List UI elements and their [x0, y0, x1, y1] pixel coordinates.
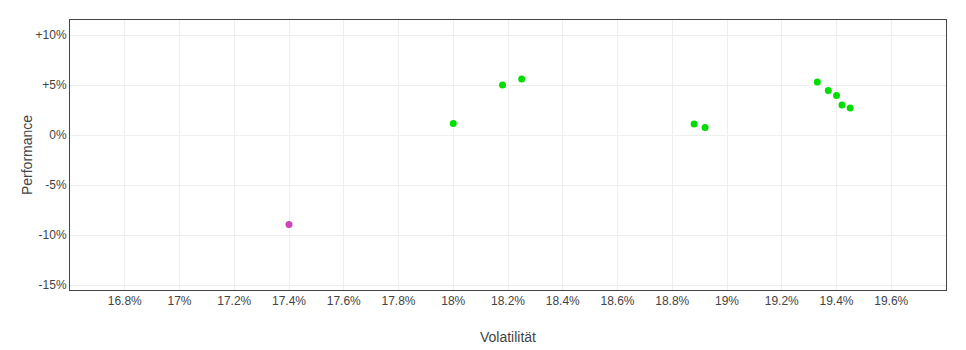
svg-text:18.6%: 18.6%	[600, 294, 634, 308]
svg-text:17.8%: 17.8%	[381, 294, 415, 308]
svg-text:18.8%: 18.8%	[655, 294, 689, 308]
svg-text:18%: 18%	[441, 294, 465, 308]
svg-text:Volatilität: Volatilität	[480, 329, 536, 345]
svg-text:19.4%: 19.4%	[819, 294, 853, 308]
svg-text:Performance: Performance	[19, 115, 35, 195]
svg-text:17.2%: 17.2%	[217, 294, 251, 308]
svg-text:+5%: +5%	[42, 78, 67, 92]
svg-text:+10%: +10%	[36, 28, 67, 42]
svg-text:16.8%: 16.8%	[108, 294, 142, 308]
svg-text:-15%: -15%	[39, 278, 67, 292]
svg-text:18.4%: 18.4%	[546, 294, 580, 308]
svg-text:17.4%: 17.4%	[272, 294, 306, 308]
svg-text:17.6%: 17.6%	[327, 294, 361, 308]
svg-text:19.6%: 19.6%	[874, 294, 908, 308]
svg-text:-5%: -5%	[45, 178, 67, 192]
svg-text:-10%: -10%	[39, 228, 67, 242]
svg-text:19%: 19%	[715, 294, 739, 308]
svg-text:17%: 17%	[167, 294, 191, 308]
svg-text:18.2%: 18.2%	[491, 294, 525, 308]
svg-text:19.2%: 19.2%	[765, 294, 799, 308]
svg-text:0%: 0%	[49, 128, 67, 142]
